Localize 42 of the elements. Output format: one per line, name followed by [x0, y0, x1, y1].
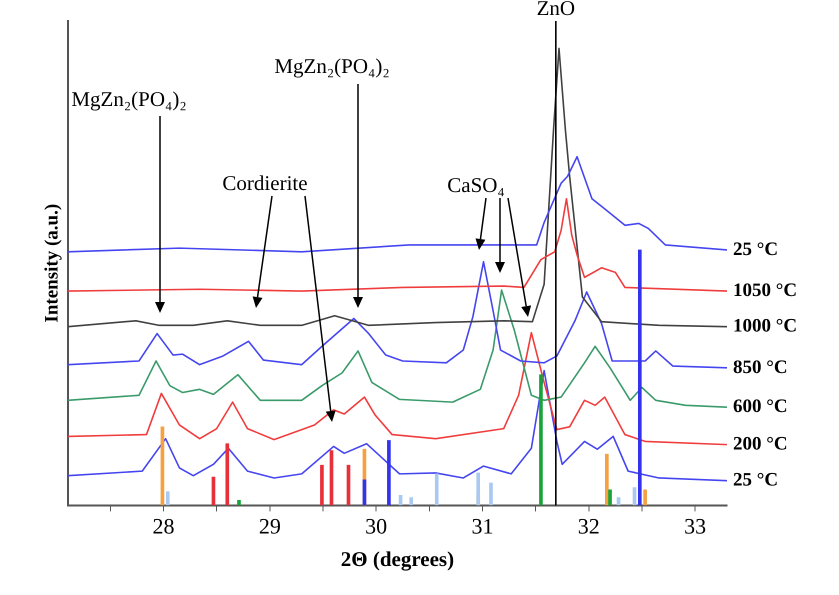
series-label: 200 °C — [733, 434, 788, 455]
x-tick-label: 33 — [684, 513, 706, 538]
series-label: 25 °C — [733, 470, 778, 491]
bar — [346, 464, 350, 506]
annotation: Cordierite — [222, 171, 308, 195]
x-tick-label: 30 — [365, 513, 388, 538]
bar — [398, 495, 402, 506]
x-tick-label: 31 — [471, 513, 494, 538]
bar — [320, 464, 324, 506]
bar — [237, 500, 241, 506]
annotation: CaSO₄ — [447, 173, 505, 197]
x-axis-title: 2Θ (degrees) — [340, 546, 454, 571]
bar — [362, 479, 366, 506]
bar — [212, 476, 216, 506]
ref-line-label: ZnO — [536, 0, 576, 20]
series-label: 1000 °C — [733, 316, 798, 337]
bar — [330, 450, 334, 506]
x-tick-label: 29 — [258, 513, 281, 538]
bar — [632, 487, 636, 506]
bar — [616, 497, 620, 506]
x-tick-label: 32 — [578, 513, 600, 538]
bar — [225, 443, 230, 506]
bar — [409, 497, 414, 506]
series-label: 850 °C — [733, 356, 788, 378]
bar — [608, 490, 612, 506]
bar — [605, 454, 609, 506]
bar — [643, 490, 647, 506]
y-axis-title: Intensity (a.u.) — [41, 204, 62, 323]
bar — [434, 474, 439, 506]
bar — [638, 250, 642, 506]
series-label: 600 °C — [733, 396, 788, 418]
annotation: MgZn₂(PO₄)₂ — [71, 87, 187, 111]
series-label: 25 °C — [733, 238, 778, 260]
bar — [476, 472, 480, 506]
bar — [160, 426, 164, 506]
bar — [166, 491, 170, 506]
annotation: MgZn₂(PO₄)₂ — [274, 54, 390, 78]
bar — [387, 440, 391, 506]
series-label: 1050 °C — [733, 280, 798, 301]
bar — [489, 482, 493, 506]
x-tick-label: 28 — [152, 513, 174, 538]
bar — [539, 374, 543, 506]
